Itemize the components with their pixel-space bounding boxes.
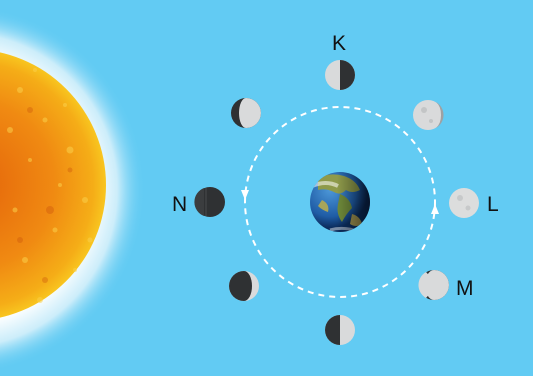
label-m: M <box>456 277 474 300</box>
label-k: K <box>332 32 347 55</box>
label-l: L <box>487 193 499 216</box>
earth-icon <box>310 172 370 232</box>
moon-icon <box>325 315 355 345</box>
moon-icon <box>194 187 225 217</box>
label-n: N <box>172 193 188 216</box>
moon-icon <box>418 270 449 300</box>
moon-icon <box>413 100 444 130</box>
orbit-arrow-left <box>241 190 249 200</box>
moon-icon <box>229 271 259 301</box>
moon-orbit <box>244 106 436 298</box>
moon-icon <box>449 188 479 218</box>
moon-icon <box>231 98 261 128</box>
moon-icon <box>325 60 355 90</box>
sun-icon <box>0 9 145 371</box>
orbit-arrow-right <box>431 204 439 214</box>
